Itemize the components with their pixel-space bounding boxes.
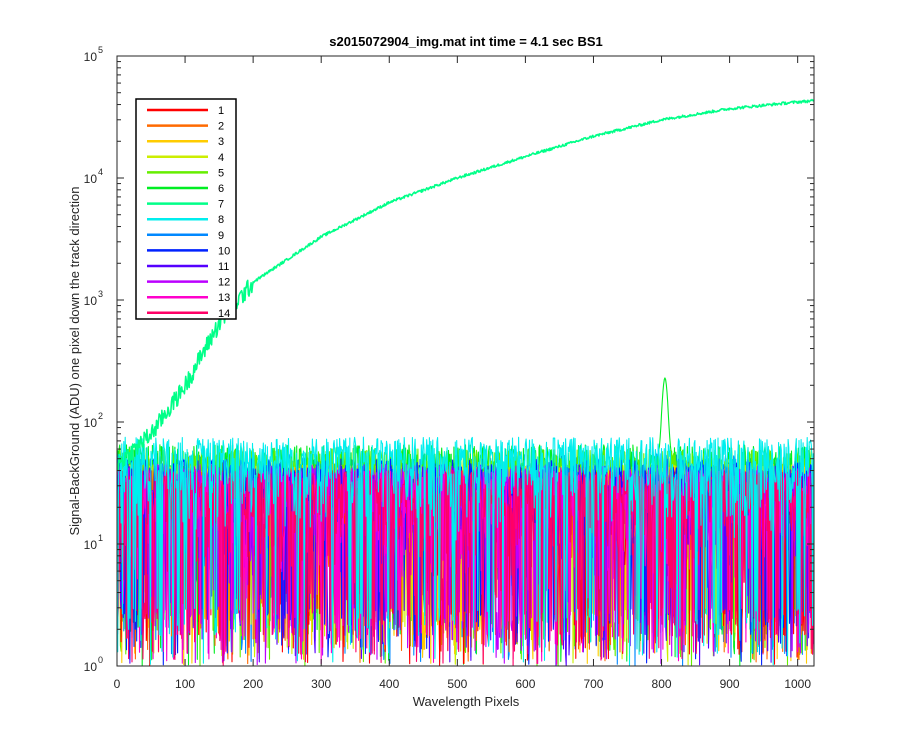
x-axis-label: Wavelength Pixels <box>413 694 520 709</box>
chart-title: s2015072904_img.mat int time = 4.1 sec B… <box>329 34 603 49</box>
legend-label: 5 <box>218 167 224 179</box>
legend-label: 7 <box>218 199 224 211</box>
x-tick-label: 1000 <box>784 677 811 691</box>
series-line-8 <box>117 436 814 666</box>
y-tick-label-base: 10 <box>84 50 98 64</box>
x-axis: 0 100 200 300 400 500 600 700 800 900 1000 <box>114 56 811 691</box>
y-tick-label-exponent: 0 <box>98 655 103 665</box>
y-tick-label-exponent: 5 <box>98 45 103 55</box>
x-tick-label: 700 <box>583 677 603 691</box>
x-tick-label: 100 <box>175 677 195 691</box>
legend-label: 9 <box>218 230 224 242</box>
series-layer <box>117 98 814 666</box>
y-tick-label-base: 10 <box>84 294 98 308</box>
y-tick-label-exponent: 2 <box>98 411 103 421</box>
y-tick-label-exponent: 4 <box>98 167 103 177</box>
x-tick-label: 600 <box>515 677 535 691</box>
legend-label: 14 <box>218 308 230 320</box>
x-tick-label: 0 <box>114 677 121 691</box>
x-tick-label: 800 <box>652 677 672 691</box>
x-tick-label: 900 <box>720 677 740 691</box>
legend-label: 2 <box>218 121 224 133</box>
x-tick-label: 400 <box>379 677 399 691</box>
y-tick-label-exponent: 1 <box>98 533 103 543</box>
legend-label: 13 <box>218 292 230 304</box>
legend-label: 8 <box>218 214 224 226</box>
y-tick-label-base: 10 <box>84 172 98 186</box>
x-tick-label: 200 <box>243 677 263 691</box>
legend-label: 4 <box>218 152 224 164</box>
y-axis-label: Signal-BackGround (ADU) one pixel down t… <box>67 186 82 535</box>
x-tick-label: 500 <box>447 677 467 691</box>
legend-label: 6 <box>218 183 224 195</box>
legend-label: 3 <box>218 136 224 148</box>
legend-label: 11 <box>218 261 229 273</box>
legend-label: 10 <box>218 245 230 257</box>
legend-label: 1 <box>218 105 224 117</box>
plot-frame <box>116 55 815 667</box>
y-tick-label-base: 10 <box>84 416 98 430</box>
series-line-14 <box>117 470 814 666</box>
legend-label: 12 <box>218 277 230 289</box>
y-tick-label-base: 10 <box>84 538 98 552</box>
y-tick-label-exponent: 3 <box>98 289 103 299</box>
y-tick-label-base: 10 <box>84 660 98 674</box>
x-tick-label: 300 <box>311 677 331 691</box>
